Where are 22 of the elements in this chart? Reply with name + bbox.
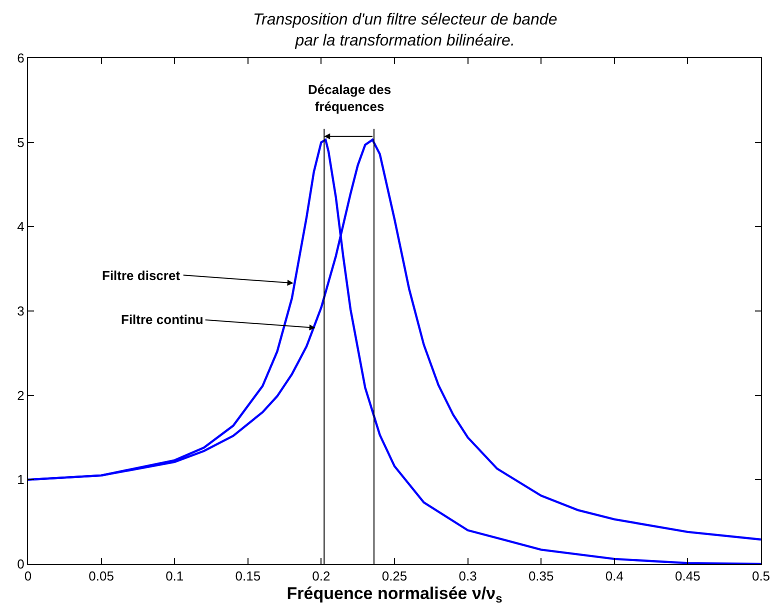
x-tick-label: 0.2	[312, 568, 330, 584]
y-tick-label: 3	[17, 304, 24, 319]
y-tick-label: 6	[17, 50, 24, 66]
y-tick-label: 0	[17, 556, 24, 572]
annotation: Décalage des fréquences	[308, 82, 392, 114]
x-tick-label: 0.45	[675, 568, 700, 584]
y-tick-label: 2	[17, 388, 24, 403]
x-tick-label: 0.3	[458, 568, 477, 584]
annotation: Filtre discret	[102, 268, 181, 283]
y-tick-label: 5	[17, 134, 24, 150]
annotation: Filtre continu	[121, 312, 204, 327]
x-tick-label: 0.1	[166, 568, 184, 584]
x-tick-label: 0.4	[605, 568, 624, 584]
chart-title: Transposition d'un filtre sélecteur de bande par la transformation bilinéaire.	[252, 12, 558, 50]
x-tick-label: 0.5	[752, 568, 770, 584]
y-tick-label: 4	[17, 219, 24, 234]
x-tick-label: 0.35	[528, 568, 554, 584]
x-tick-label: 0.05	[88, 568, 114, 584]
x-tick-label: 0.15	[235, 568, 261, 584]
x-axis-title: Fréquence normalisée ν/ν$_{s}$	[286, 584, 503, 606]
y-tick-label: 1	[17, 472, 24, 488]
x-tick-label: 0.25	[382, 568, 408, 584]
